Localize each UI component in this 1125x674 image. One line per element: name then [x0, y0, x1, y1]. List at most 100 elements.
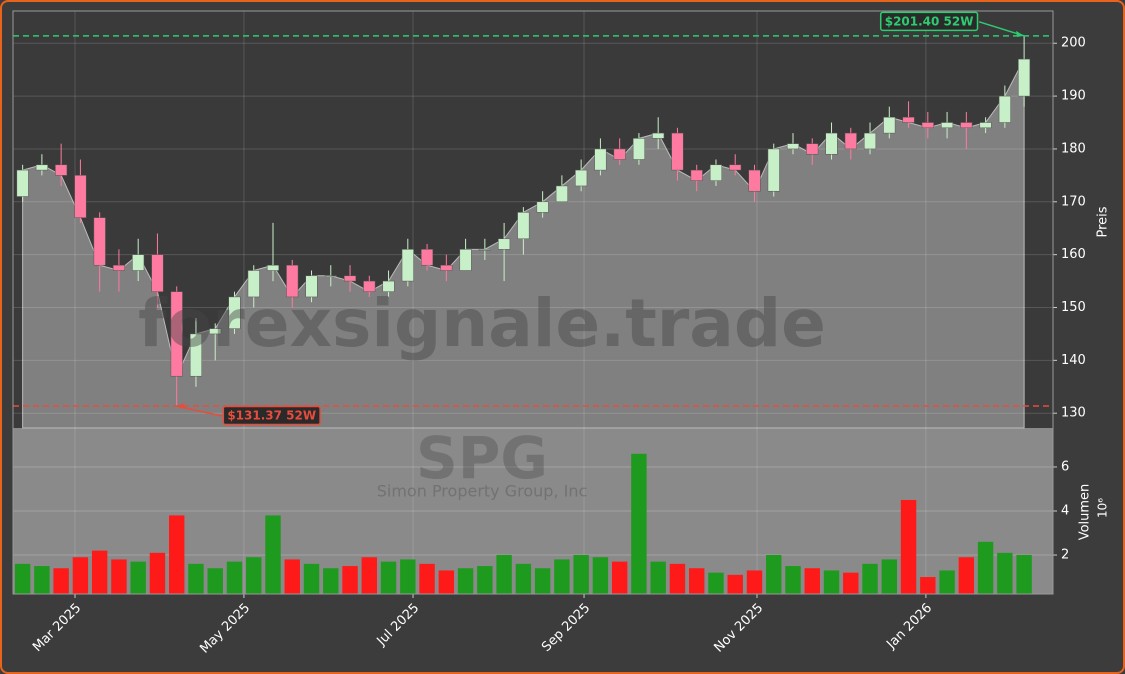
candle-body — [305, 275, 318, 298]
candle-body — [729, 164, 742, 171]
candle-body — [709, 164, 722, 181]
volume-bar — [804, 568, 820, 594]
candle-body — [652, 132, 665, 139]
volume-bar — [708, 572, 724, 594]
y-tick-label: 170 — [1061, 194, 1086, 209]
volume-bar — [515, 563, 532, 594]
volume-bar — [226, 561, 243, 594]
volume-bar — [380, 561, 397, 594]
candle-body — [170, 291, 183, 377]
candle-body — [613, 148, 626, 160]
candle-body — [247, 270, 260, 298]
volume-tick-label: 2 — [1061, 548, 1069, 563]
candle-body — [844, 132, 857, 150]
volume-panel — [13, 428, 1053, 594]
candle-body — [979, 122, 992, 129]
annotation-box — [879, 11, 979, 32]
volume-bar — [881, 559, 897, 594]
candle-body — [478, 249, 491, 251]
candle-body — [536, 201, 549, 213]
candle-body — [440, 264, 453, 271]
volume-bar — [207, 568, 223, 594]
candle-body — [594, 148, 607, 171]
volume-bar — [188, 563, 204, 594]
volume-bar — [91, 550, 108, 594]
volume-bar — [111, 559, 127, 594]
volume-bar — [823, 570, 840, 594]
candle-body — [286, 264, 299, 298]
volume-bar — [14, 563, 31, 594]
y-tick-label: 140 — [1061, 353, 1086, 368]
volume-bar — [169, 515, 185, 594]
candle-body — [1018, 58, 1031, 97]
annotation: $131.37 52W — [222, 405, 321, 426]
candle-body — [786, 143, 800, 150]
volume-bar — [265, 515, 281, 594]
volume-tick-label: 6 — [1061, 459, 1069, 474]
candle-body — [902, 116, 915, 123]
candle-body — [998, 95, 1011, 123]
volume-bar — [53, 568, 69, 594]
candle-body — [151, 254, 164, 292]
volume-bar — [149, 552, 166, 594]
volume-bar — [457, 568, 474, 594]
volume-bar — [689, 568, 705, 594]
volume-bar — [361, 557, 377, 594]
annotation-label: $131.37 52W — [227, 408, 316, 422]
candle-body — [74, 175, 87, 218]
candle-body — [459, 249, 472, 271]
volume-axis-label: Volumen — [1078, 484, 1093, 541]
candle-body — [941, 122, 954, 129]
watermark: forexsignale.trade — [138, 285, 826, 362]
volume-bar — [72, 557, 89, 594]
volume-bar — [611, 561, 628, 594]
candle-body — [189, 333, 202, 377]
volume-bar — [573, 555, 589, 594]
candle-body — [767, 148, 780, 192]
volume-bar — [400, 559, 416, 594]
y-tick-label: 190 — [1061, 89, 1086, 104]
candle-body — [324, 275, 337, 278]
volume-bar — [342, 566, 358, 594]
volume-bar — [920, 577, 936, 594]
candle-body — [93, 217, 106, 266]
y-tick-label: 180 — [1061, 141, 1086, 156]
volume-bar — [727, 574, 743, 594]
volume-bar — [862, 563, 878, 594]
candle-body — [864, 132, 877, 150]
arrow-head — [1016, 30, 1025, 37]
candle-body — [883, 116, 896, 134]
watermark-company: Simon Property Group, Inc — [377, 482, 588, 501]
y-tick-label: 200 — [1061, 36, 1086, 51]
candle-body — [209, 328, 222, 335]
candle-body — [690, 169, 703, 181]
volume-bar — [669, 563, 686, 594]
annotation-box — [222, 405, 321, 426]
candle-body — [382, 280, 395, 292]
candle-body — [748, 169, 761, 192]
volume-bar — [323, 568, 339, 594]
candle-body — [228, 296, 241, 329]
volume-bar — [438, 570, 455, 594]
volume-bar — [939, 570, 955, 594]
candle-body — [16, 169, 29, 197]
volume-bar — [766, 555, 782, 594]
volume-bar — [592, 557, 609, 594]
candle-body — [921, 122, 934, 129]
volume-bar — [246, 557, 262, 594]
y-tick-label: 130 — [1061, 406, 1086, 421]
candle-body — [266, 264, 280, 271]
candle-body — [112, 264, 125, 271]
volume-bar — [631, 453, 647, 594]
volume-bar — [997, 552, 1013, 594]
volume-bar — [554, 559, 570, 594]
volume-bar — [1016, 555, 1032, 594]
candle-body — [421, 249, 434, 266]
volume-bar — [843, 572, 859, 594]
candle-body — [401, 249, 414, 282]
volume-tick-label: 4 — [1061, 504, 1069, 519]
y-tick-label: 160 — [1061, 247, 1086, 262]
candle-body — [960, 122, 973, 129]
candle-body — [575, 169, 588, 187]
